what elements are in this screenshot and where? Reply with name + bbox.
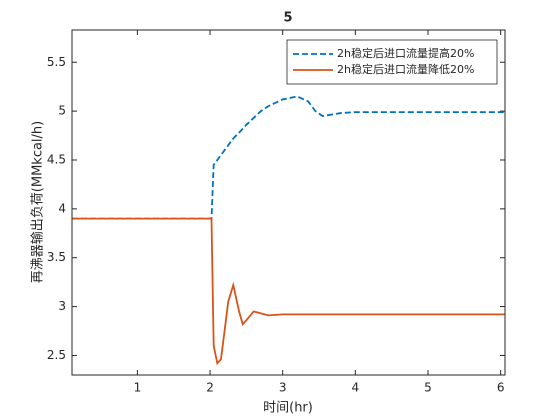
x-tick-label: 2 [206,381,214,395]
series-line [72,95,505,220]
x-tick-label: 1 [134,381,142,395]
x-tick-label: 4 [352,381,360,395]
y-tick-label: 3 [58,299,66,313]
series-line [72,217,505,366]
y-tick-label: 2.5 [47,348,66,362]
y-tick-label: 5 [58,104,66,118]
x-tick-label: 3 [279,381,287,395]
y-tick-label: 4 [58,201,66,215]
y-tick-label: 5.5 [47,55,66,69]
x-tick-label: 5 [424,381,432,395]
y-tick-label: 4.5 [47,152,66,166]
legend-label: 2h稳定后进口流量降低20% [337,62,474,76]
y-axis-label: 再沸器输出负荷(MMkcal/h) [30,121,46,283]
legend-label: 2h稳定后进口流量提高20% [337,46,474,60]
x-tick-label: 6 [497,381,505,395]
axes-box [71,29,506,376]
chart-title: 5 [283,11,292,26]
x-axis-label: 时间(hr) [263,401,313,416]
y-tick-label: 3.5 [47,250,66,264]
legend-box [286,39,498,85]
